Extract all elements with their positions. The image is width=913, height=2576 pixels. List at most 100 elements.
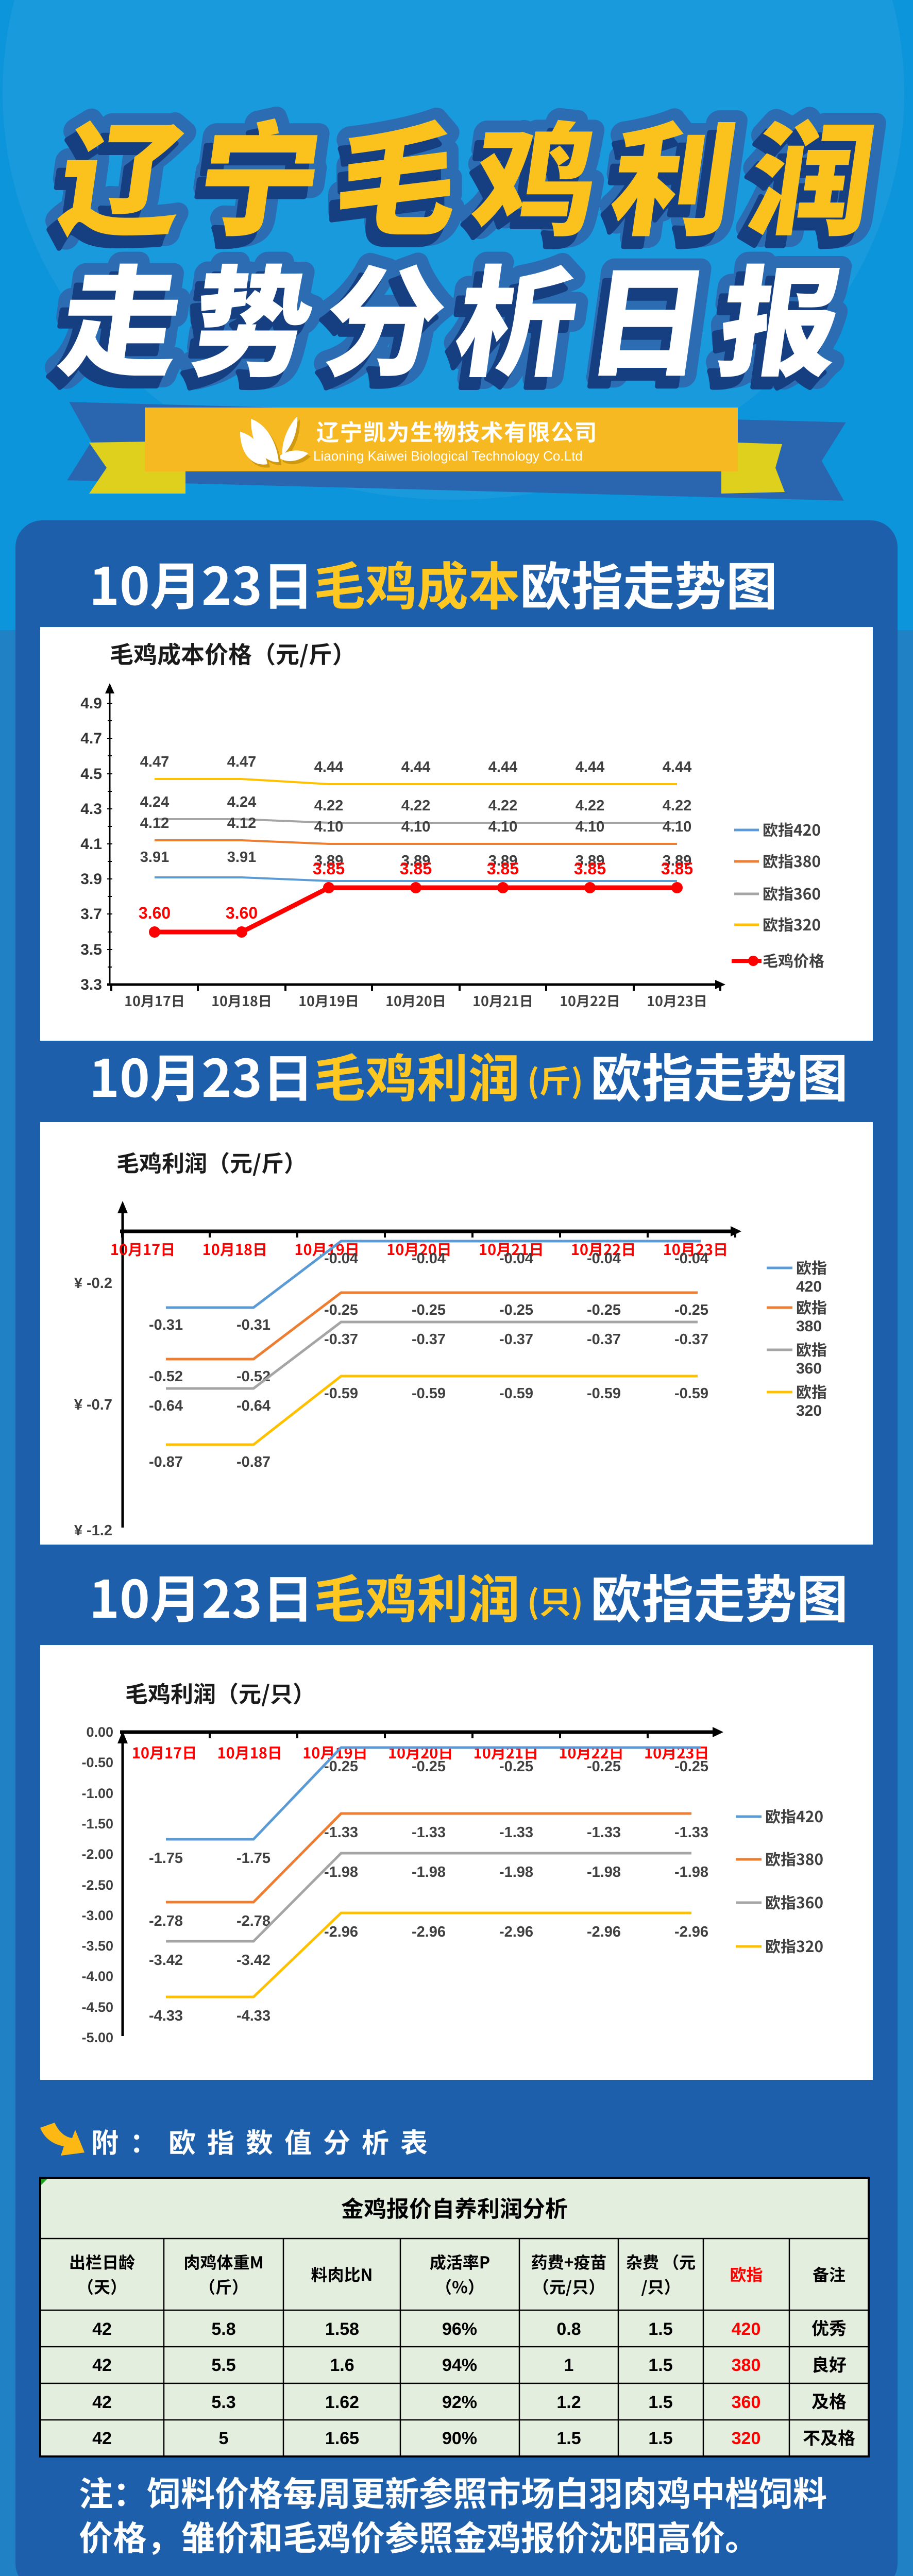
svg-text:380: 380 <box>796 1318 822 1335</box>
svg-text:-3.50: -3.50 <box>81 1938 113 1954</box>
svg-text:-2.96: -2.96 <box>674 1924 708 1940</box>
svg-text:-0.59: -0.59 <box>499 1385 533 1402</box>
svg-text:42: 42 <box>92 2355 112 2375</box>
svg-text:3.91: 3.91 <box>140 849 169 866</box>
svg-text:4.5: 4.5 <box>80 766 102 783</box>
svg-text:1.5: 1.5 <box>648 2393 672 2412</box>
svg-text:4.22: 4.22 <box>576 798 604 814</box>
svg-text:-0.04: -0.04 <box>412 1250 446 1267</box>
svg-text:4.44: 4.44 <box>314 759 343 775</box>
svg-text:420: 420 <box>732 2319 761 2339</box>
svg-text:94%: 94% <box>442 2355 477 2375</box>
svg-text:-0.52: -0.52 <box>149 1368 183 1385</box>
svg-text:3.85: 3.85 <box>487 859 519 878</box>
svg-text:-1.00: -1.00 <box>81 1786 113 1801</box>
svg-text:3.85: 3.85 <box>313 859 345 878</box>
svg-text:-0.04: -0.04 <box>499 1250 533 1267</box>
svg-text:-0.25: -0.25 <box>324 1302 358 1318</box>
svg-text:-0.04: -0.04 <box>324 1250 358 1267</box>
svg-text:90%: 90% <box>442 2429 477 2448</box>
svg-text:-1.33: -1.33 <box>324 1824 358 1841</box>
svg-text:3.91: 3.91 <box>227 849 256 866</box>
svg-text:-0.59: -0.59 <box>324 1385 358 1402</box>
svg-text:-1.50: -1.50 <box>81 1816 113 1832</box>
svg-text:4.1: 4.1 <box>80 836 102 853</box>
svg-text:-0.31: -0.31 <box>149 1317 183 1333</box>
svg-text:-1.98: -1.98 <box>499 1864 533 1880</box>
svg-text:-4.00: -4.00 <box>81 1969 113 1984</box>
svg-text:-0.37: -0.37 <box>412 1331 446 1348</box>
svg-text:4.22: 4.22 <box>663 798 691 814</box>
svg-text:1.5: 1.5 <box>556 2429 581 2448</box>
svg-text:4.22: 4.22 <box>314 798 343 814</box>
svg-text:3.89: 3.89 <box>576 853 604 869</box>
svg-text:42: 42 <box>92 2393 112 2412</box>
svg-text:-0.59: -0.59 <box>412 1385 446 1402</box>
svg-text:380: 380 <box>732 2355 761 2375</box>
svg-text:4.7: 4.7 <box>80 730 102 747</box>
svg-text:Liaoning Kaiwei Biological Tec: Liaoning Kaiwei Biological Technology Co… <box>313 448 583 464</box>
svg-text:3.85: 3.85 <box>661 859 693 878</box>
svg-text:-1.75: -1.75 <box>149 1850 183 1867</box>
svg-text:-2.78: -2.78 <box>149 1913 183 1929</box>
svg-text:-1.98: -1.98 <box>324 1864 358 1880</box>
svg-text:-0.25: -0.25 <box>674 1302 708 1318</box>
svg-text:360: 360 <box>732 2393 761 2412</box>
svg-text:1.62: 1.62 <box>325 2393 359 2412</box>
svg-text:1: 1 <box>564 2355 574 2375</box>
svg-text:-1.33: -1.33 <box>674 1824 708 1841</box>
svg-text:4.3: 4.3 <box>80 801 102 818</box>
svg-text:-3.00: -3.00 <box>81 1908 113 1923</box>
svg-text:4.22: 4.22 <box>401 798 430 814</box>
svg-text:3.89: 3.89 <box>314 853 343 869</box>
svg-text:3.5: 3.5 <box>80 941 102 958</box>
svg-text:0.00: 0.00 <box>86 1724 113 1740</box>
svg-text:1.58: 1.58 <box>325 2319 359 2339</box>
svg-text:-1.98: -1.98 <box>674 1864 708 1880</box>
svg-text:3.89: 3.89 <box>663 853 691 869</box>
svg-text:420: 420 <box>796 1278 822 1295</box>
svg-text:-0.52: -0.52 <box>236 1368 270 1385</box>
svg-text:3.9: 3.9 <box>80 871 102 888</box>
svg-text:-4.33: -4.33 <box>149 2008 183 2024</box>
svg-text:-0.64: -0.64 <box>236 1398 270 1414</box>
svg-text:-1.33: -1.33 <box>587 1824 621 1841</box>
svg-text:-1.98: -1.98 <box>587 1864 621 1880</box>
svg-text:-1.75: -1.75 <box>236 1850 270 1867</box>
svg-text:-0.25: -0.25 <box>499 1758 533 1775</box>
svg-text:-0.25: -0.25 <box>587 1758 621 1775</box>
svg-text:5: 5 <box>219 2429 229 2448</box>
svg-text:-0.87: -0.87 <box>149 1454 183 1470</box>
svg-text:-0.59: -0.59 <box>674 1385 708 1402</box>
svg-text:4.24: 4.24 <box>140 794 169 810</box>
svg-text:-0.25: -0.25 <box>587 1302 621 1318</box>
svg-text:4.44: 4.44 <box>576 759 604 775</box>
svg-text:-1.33: -1.33 <box>499 1824 533 1841</box>
svg-text:-0.25: -0.25 <box>499 1302 533 1318</box>
svg-text:3.85: 3.85 <box>400 859 432 878</box>
svg-text:-0.37: -0.37 <box>674 1331 708 1348</box>
svg-text:4.47: 4.47 <box>227 754 256 770</box>
svg-text:¥ -0.2: ¥ -0.2 <box>74 1275 112 1292</box>
svg-text:-2.50: -2.50 <box>81 1877 113 1893</box>
svg-text:3.89: 3.89 <box>401 853 430 869</box>
svg-text:-0.37: -0.37 <box>324 1331 358 1348</box>
svg-text:3.85: 3.85 <box>574 859 606 878</box>
svg-text:-2.96: -2.96 <box>587 1924 621 1940</box>
svg-text:1.65: 1.65 <box>325 2429 359 2448</box>
svg-text:-0.37: -0.37 <box>499 1331 533 1348</box>
svg-text:1.5: 1.5 <box>648 2355 672 2375</box>
svg-text:-5.00: -5.00 <box>81 2030 113 2045</box>
svg-text:-0.87: -0.87 <box>236 1454 270 1470</box>
svg-text:¥ -0.7: ¥ -0.7 <box>74 1397 112 1413</box>
svg-text:3.3: 3.3 <box>80 976 102 993</box>
svg-text:1.2: 1.2 <box>556 2393 581 2412</box>
svg-text:360: 360 <box>796 1360 822 1377</box>
svg-text:1.5: 1.5 <box>648 2429 672 2448</box>
svg-text:-0.04: -0.04 <box>587 1250 621 1267</box>
svg-text:5.5: 5.5 <box>211 2355 235 2375</box>
svg-text:-0.25: -0.25 <box>412 1758 446 1775</box>
svg-text:-0.37: -0.37 <box>587 1331 621 1348</box>
svg-text:42: 42 <box>92 2319 112 2339</box>
svg-text:0.8: 0.8 <box>556 2319 581 2339</box>
